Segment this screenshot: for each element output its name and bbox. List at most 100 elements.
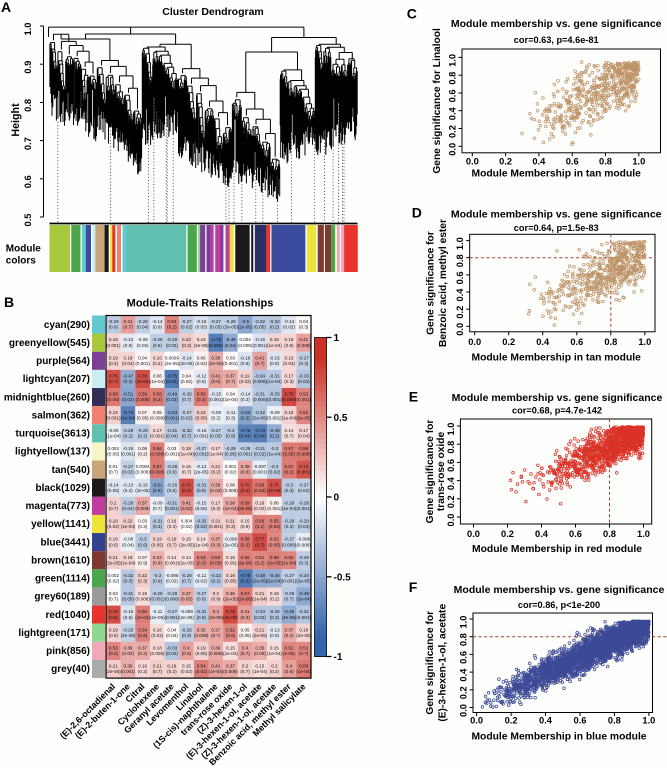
svg-text:(0.008): (0.008) [150,651,165,656]
svg-text:(2e-05): (2e-05) [267,488,282,493]
svg-text:(0.3): (0.3) [109,361,119,366]
svg-text:A: A [1,0,11,15]
svg-text:(0.3): (0.3) [284,488,294,493]
svg-text:(0.001): (0.001) [106,415,121,420]
svg-text:0.004: 0.004 [181,519,193,524]
svg-text:(2e-05): (2e-05) [194,470,209,475]
svg-text:midnightblue(260): midnightblue(260) [4,392,90,403]
svg-text:0.04: 0.04 [226,392,235,397]
svg-text:0.57: 0.57 [153,464,162,469]
svg-text:(2e-05): (2e-05) [223,325,238,330]
svg-text:1.0: 1.0 [638,337,651,347]
svg-text:(2e-05): (2e-05) [179,615,194,620]
svg-text:(0.001): (0.001) [165,506,180,511]
svg-text:-0.74: -0.74 [123,410,134,415]
svg-text:-0.53: -0.53 [240,410,251,415]
svg-text:(0.3): (0.3) [196,397,206,402]
svg-text:(0.001): (0.001) [267,506,282,511]
svg-text:Module Membership in tan modul: Module Membership in tan module [472,169,642,180]
svg-text:(0.02): (0.02) [239,379,251,384]
svg-text:(0.6): (0.6) [138,633,148,638]
svg-text:(0.7): (0.7) [240,669,250,674]
svg-text:(0.001): (0.001) [165,615,180,620]
svg-text:(1e-04): (1e-04) [121,415,136,420]
svg-text:0.41: 0.41 [124,319,133,324]
svg-text:(0.2): (0.2) [138,434,148,439]
svg-text:(0.04): (0.04) [166,633,178,638]
svg-text:-0.12: -0.12 [196,374,207,379]
svg-text:-0.49: -0.49 [167,392,178,397]
svg-text:-1: -1 [334,652,343,663]
svg-text:0.2: 0.2 [213,591,220,596]
svg-text:-0.33: -0.33 [269,392,280,397]
svg-text:-0.31: -0.31 [269,374,280,379]
svg-text:-0.15: -0.15 [123,446,134,451]
svg-text:(0.001): (0.001) [253,343,268,348]
svg-text:0.6: 0.6 [570,337,583,347]
svg-text:(2e-05): (2e-05) [296,579,311,584]
svg-text:(2e-05): (2e-05) [179,361,194,366]
svg-text:0.4: 0.4 [536,337,550,347]
svg-text:(0.9): (0.9) [226,434,236,439]
svg-text:(0.02): (0.02) [107,524,119,529]
svg-text:0.6: 0.6 [448,89,458,102]
svg-text:(0.02): (0.02) [180,325,192,330]
svg-text:-0.14: -0.14 [284,319,295,324]
svg-text:(0.6): (0.6) [211,379,221,384]
svg-text:(0.3): (0.3) [240,579,250,584]
svg-text:(0.05): (0.05) [195,651,207,656]
svg-text:0.21: 0.21 [109,664,118,669]
svg-text:0.19: 0.19 [153,537,162,542]
svg-text:(0.3): (0.3) [153,524,163,529]
svg-text:-0.76: -0.76 [240,573,251,578]
svg-text:-0.099: -0.099 [224,537,237,542]
svg-text:0.21: 0.21 [153,664,162,669]
svg-text:-0.09: -0.09 [269,410,280,415]
svg-text:0.16: 0.16 [109,537,118,542]
svg-text:0.75: 0.75 [109,374,118,379]
svg-text:0.15: 0.15 [182,537,191,542]
svg-text:-0.73: -0.73 [255,428,266,433]
svg-text:0.21: 0.21 [255,591,264,596]
svg-text:(0.008): (0.008) [296,343,311,348]
svg-text:(0.008): (0.008) [223,488,238,493]
svg-text:(0.008): (0.008) [223,669,238,674]
svg-text:-0.16: -0.16 [240,355,251,360]
svg-text:0.37: 0.37 [285,627,294,632]
svg-text:(0.7): (0.7) [255,542,265,547]
svg-text:(0.3): (0.3) [226,524,236,529]
svg-text:(0.9): (0.9) [270,361,280,366]
svg-text:1: 1 [334,333,340,344]
svg-text:(0.02): (0.02) [195,524,207,529]
svg-text:0.002: 0.002 [108,573,120,578]
svg-text:(0.02): (0.02) [254,615,266,620]
svg-text:(0.02): (0.02) [195,669,207,674]
svg-text:0.08: 0.08 [226,482,235,487]
svg-text:1.0: 1.0 [642,716,655,726]
svg-text:1.0: 1.0 [446,423,456,436]
svg-text:(0.05): (0.05) [107,452,119,457]
svg-text:0.37: 0.37 [226,664,235,669]
svg-text:lightgreen(171): lightgreen(171) [18,628,90,639]
svg-text:(0.7): (0.7) [240,651,250,656]
svg-text:(0.6): (0.6) [167,488,177,493]
svg-text:cor=0.63, p=4.6e-81: cor=0.63, p=4.6e-81 [514,35,599,45]
svg-text:(0.2): (0.2) [138,669,148,674]
svg-text:(0.02): (0.02) [298,488,310,493]
svg-text:(0.2): (0.2) [240,488,250,493]
svg-text:Cluster Dendrogram: Cluster Dendrogram [162,6,264,18]
svg-text:Gene significance for: Gene significance for [426,231,437,335]
svg-text:(0.001): (0.001) [165,560,180,565]
svg-text:(1e-04): (1e-04) [135,379,150,384]
svg-text:(0.008): (0.008) [135,397,150,402]
svg-text:0.01: 0.01 [109,464,118,469]
svg-text:(0.7): (0.7) [182,579,192,584]
svg-text:(0.001): (0.001) [238,452,253,457]
svg-text:0.2: 0.2 [446,495,456,508]
svg-text:0.2: 0.2 [271,664,278,669]
svg-text:0.03: 0.03 [167,446,176,451]
svg-text:-0.5: -0.5 [334,572,352,583]
svg-text:0.18: 0.18 [124,555,133,560]
svg-text:-0.095: -0.095 [165,573,178,578]
svg-text:(0.9): (0.9) [109,325,119,330]
